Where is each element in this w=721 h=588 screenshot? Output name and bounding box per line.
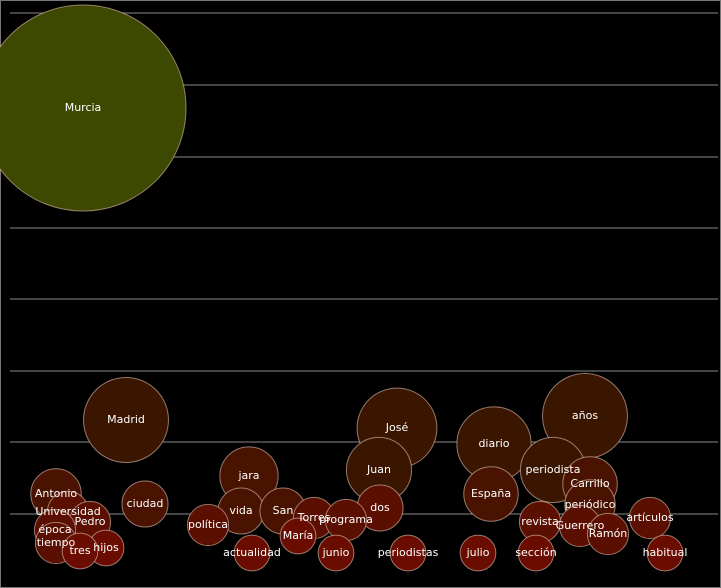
bubble-label: Juan <box>366 463 391 476</box>
bubble-label: jara <box>237 469 259 482</box>
bubble-label: hijos <box>93 541 119 554</box>
bubble-label: junio <box>322 546 350 559</box>
bubble-label: Antonio <box>35 487 78 500</box>
bubble <box>233 534 271 572</box>
bubble <box>317 534 355 572</box>
bubble-label: diario <box>478 437 509 450</box>
bubble-label: tres <box>69 544 90 557</box>
bubble-label: actualidad <box>223 546 281 559</box>
bubble-label: política <box>188 518 228 531</box>
bubble-label: artículos <box>626 511 673 524</box>
bubble <box>517 534 555 572</box>
bubble-label: ciudad <box>127 497 164 510</box>
bubble <box>0 4 187 212</box>
bubble <box>646 534 684 572</box>
bubble <box>186 503 230 547</box>
bubble-label: vida <box>229 504 252 517</box>
bubble-label: revista <box>521 515 558 528</box>
bubble-label: Guerrero <box>556 519 605 532</box>
bubble-label: Universidad <box>35 505 100 518</box>
bubble-label: años <box>572 409 598 422</box>
bubble-label: Torres <box>297 511 331 524</box>
bubble-label: Pedro <box>74 515 105 528</box>
bubble-label: Carrillo <box>570 477 609 490</box>
bubble-label: Ramón <box>589 527 628 540</box>
bubble-label: programa <box>319 513 373 526</box>
bubble-label: dos <box>370 501 390 514</box>
bubble-label: San <box>273 504 294 517</box>
bubble-label: España <box>471 487 511 500</box>
bubble-label: José <box>385 421 409 434</box>
bubble-label: época <box>38 523 71 536</box>
bubble <box>83 377 169 463</box>
bubble-label: habitual <box>643 546 688 559</box>
bubble-label: Madrid <box>107 413 145 426</box>
bubble <box>459 534 497 572</box>
bubble <box>463 466 519 522</box>
bubble-label: tiempo <box>37 536 76 549</box>
bubble-label: María <box>283 529 314 542</box>
bubbles: Murcia Madrid José años diario Juan periodista… <box>0 4 688 572</box>
bubble <box>628 496 672 540</box>
bubble-label: periodista <box>526 463 581 476</box>
bubble <box>279 517 317 555</box>
bubble-label: julio <box>466 546 490 559</box>
bubble-label: sección <box>515 546 556 559</box>
bubble <box>61 532 99 570</box>
bubble-label: periódico <box>565 498 616 511</box>
bubble-label: Murcia <box>65 101 102 114</box>
bubble <box>586 512 630 556</box>
bubble <box>389 534 427 572</box>
bubble-label: periodistas <box>378 546 439 559</box>
bubble <box>121 480 169 528</box>
